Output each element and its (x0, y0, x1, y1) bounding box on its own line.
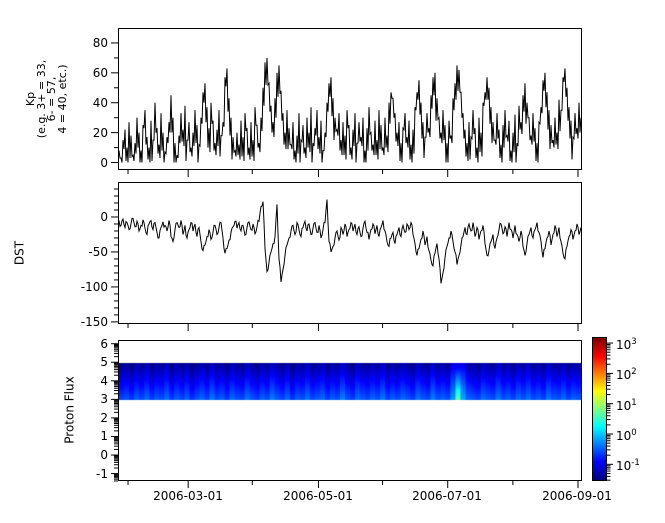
proton-flux-heatmap (119, 341, 581, 480)
y-tick-label: 4 (100, 373, 108, 388)
x-tick-label: 2006-09-01 (542, 489, 612, 503)
x-tick-label: 2006-03-01 (153, 489, 223, 503)
y-tick-label: 20 (92, 125, 108, 140)
y-tick-label: -150 (80, 314, 108, 329)
dst-panel (118, 182, 582, 324)
dst-axis-label: DST (12, 240, 27, 266)
y-tick-label: 2 (100, 410, 108, 425)
y-tick-label: 40 (92, 95, 108, 110)
colorbar-tick-label: 100 (616, 428, 637, 443)
y-tick-label: -50 (88, 244, 108, 259)
colorbar-gradient (593, 338, 606, 480)
colorbar-tick-label: 103 (616, 337, 637, 353)
y-tick-label: 1 (100, 429, 108, 444)
y-tick-label: 60 (92, 65, 108, 80)
y-tick-label: 0 (100, 209, 108, 224)
y-tick-label: 0 (100, 155, 108, 170)
x-tick-label: 2006-07-01 (412, 489, 482, 503)
y-tick-label: -100 (80, 279, 108, 294)
colorbar-tick-label: 102 (616, 367, 637, 383)
y-tick-label: 0 (100, 448, 108, 463)
y-tick-label: 3 (100, 392, 108, 407)
colorbar-tick-label: 101 (616, 397, 637, 413)
x-tick-label: 2006-05-01 (283, 489, 353, 503)
colorbar-tick-label: 10-1 (616, 458, 640, 474)
kp-panel (118, 28, 582, 170)
proton-flux-panel (118, 340, 582, 481)
y-tick-label: 80 (92, 35, 108, 50)
y-tick-label: 6 (100, 336, 108, 351)
colorbar (592, 337, 607, 481)
y-tick-label: -1 (96, 466, 108, 481)
y-tick-label: 5 (100, 355, 108, 370)
